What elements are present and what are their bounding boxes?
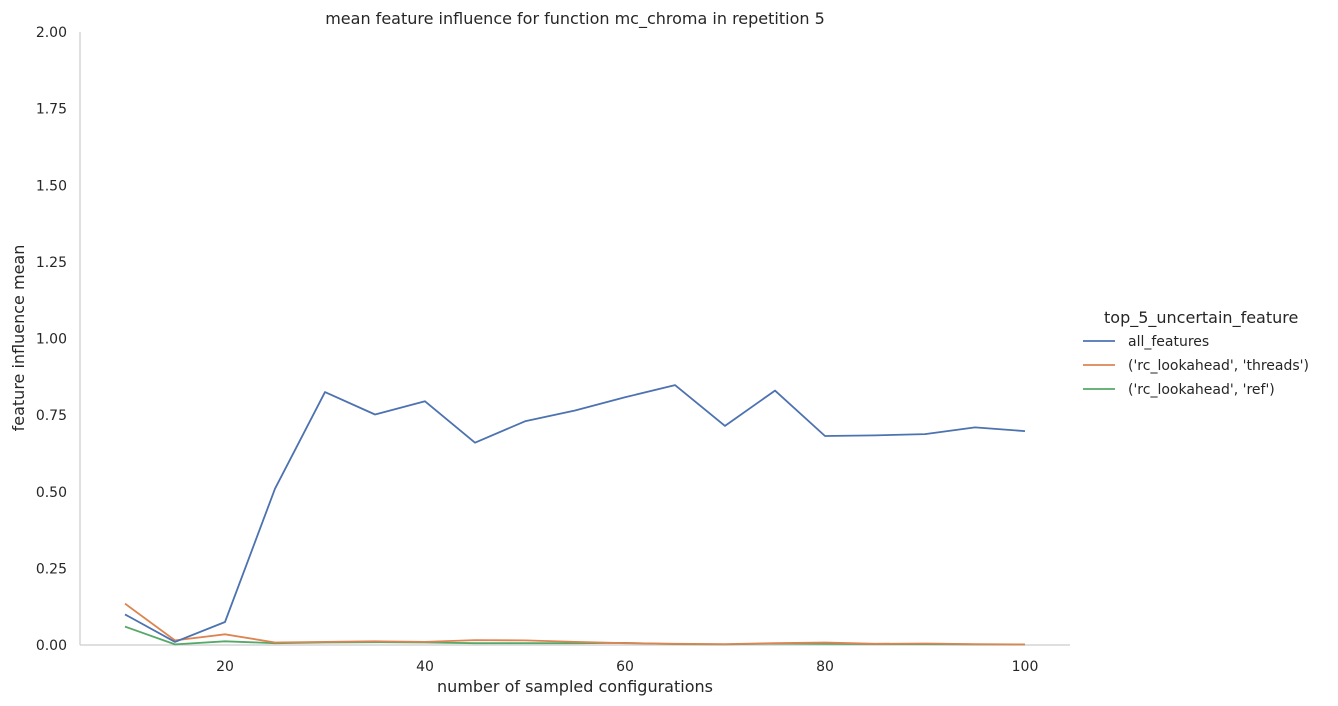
y-tick-label: 0.75 — [36, 408, 67, 424]
series-line-0 — [124, 384, 1026, 643]
series-line-1 — [124, 602, 1026, 646]
y-axis-label: feature influence mean — [9, 245, 28, 432]
chart-title: mean feature influence for function mc_c… — [325, 9, 825, 29]
legend-title: top_5_uncertain_feature — [1104, 308, 1298, 328]
y-tick-label: 1.25 — [36, 255, 67, 271]
legend-label-0: all_features — [1128, 334, 1209, 350]
y-tick-label: 0.50 — [36, 485, 67, 501]
y-tick-label: 0.25 — [36, 561, 67, 577]
y-tick-label: 0.00 — [36, 638, 67, 654]
legend: top_5_uncertain_feature all_features ('rc… — [1083, 308, 1309, 398]
y-tick-labels: 0.00 0.25 0.50 0.75 1.00 1.25 1.50 1.75 2.00 — [36, 25, 67, 654]
x-tick-label: 60 — [616, 659, 634, 675]
x-tick-label: 100 — [1012, 659, 1039, 675]
legend-label-1: ('rc_lookahead', 'threads') — [1128, 358, 1309, 374]
y-tick-label: 2.00 — [36, 25, 67, 41]
x-tick-label: 40 — [416, 659, 434, 675]
x-axis-label: number of sampled configurations — [437, 677, 713, 696]
series-lines — [124, 384, 1026, 646]
x-tick-label: 20 — [216, 659, 234, 675]
x-tick-labels: 20 40 60 80 100 — [216, 659, 1038, 675]
y-tick-label: 1.75 — [36, 102, 67, 118]
y-tick-label: 1.00 — [36, 332, 67, 348]
legend-label-2: ('rc_lookahead', 'ref') — [1128, 382, 1275, 398]
y-tick-label: 1.50 — [36, 178, 67, 194]
x-tick-label: 80 — [816, 659, 834, 675]
